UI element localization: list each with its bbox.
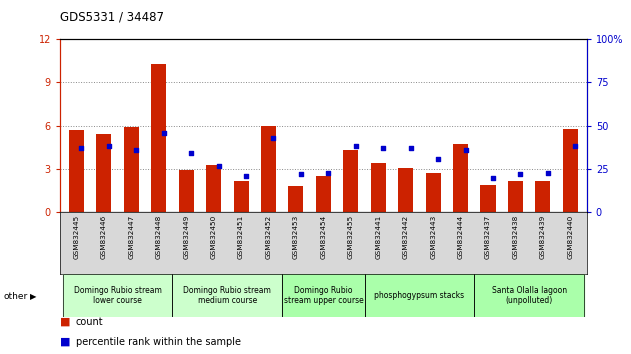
Point — [76, 145, 86, 151]
Bar — [398, 167, 413, 212]
Text: GSM832448: GSM832448 — [156, 214, 162, 258]
Text: GSM832439: GSM832439 — [540, 214, 546, 258]
Text: GSM832455: GSM832455 — [348, 214, 354, 258]
Bar — [475, 274, 584, 317]
Bar — [206, 165, 221, 212]
Bar — [425, 173, 440, 212]
Bar — [151, 63, 167, 212]
Point — [158, 130, 168, 136]
Text: GSM832446: GSM832446 — [101, 214, 107, 258]
Text: GSM832454: GSM832454 — [321, 214, 326, 258]
Text: percentile rank within the sample: percentile rank within the sample — [76, 337, 240, 347]
Point — [516, 171, 526, 177]
Point — [543, 170, 553, 175]
Text: count: count — [76, 317, 103, 327]
Bar — [282, 274, 365, 317]
Bar — [261, 126, 276, 212]
Text: GSM832447: GSM832447 — [128, 214, 134, 258]
Bar — [508, 181, 523, 212]
Text: Domingo Rubio
stream upper course: Domingo Rubio stream upper course — [283, 286, 363, 305]
Text: GSM832450: GSM832450 — [211, 214, 216, 258]
Text: Domingo Rubio stream
medium course: Domingo Rubio stream medium course — [184, 286, 271, 305]
Text: GSM832443: GSM832443 — [430, 214, 436, 258]
Text: phosphogypsum stacks: phosphogypsum stacks — [374, 291, 464, 300]
Point — [461, 147, 471, 153]
Bar — [62, 274, 172, 317]
Bar — [480, 185, 495, 212]
Point — [213, 163, 223, 169]
Text: ▶: ▶ — [30, 292, 37, 301]
Text: GSM832444: GSM832444 — [457, 214, 464, 258]
Text: GSM832442: GSM832442 — [403, 214, 409, 258]
Bar — [97, 135, 112, 212]
Point — [103, 144, 114, 149]
Point — [378, 145, 388, 151]
Point — [268, 135, 278, 141]
Text: other: other — [3, 292, 27, 301]
Text: Santa Olalla lagoon
(unpolluted): Santa Olalla lagoon (unpolluted) — [492, 286, 567, 305]
Bar — [365, 274, 475, 317]
Point — [351, 144, 361, 149]
Point — [131, 147, 141, 153]
Text: GDS5331 / 34487: GDS5331 / 34487 — [60, 10, 164, 23]
Point — [186, 150, 196, 156]
Text: Domingo Rubio stream
lower course: Domingo Rubio stream lower course — [74, 286, 162, 305]
Bar — [475, 274, 584, 317]
Bar — [288, 186, 304, 212]
Bar — [563, 129, 578, 212]
Bar — [535, 181, 550, 212]
Point — [323, 170, 333, 175]
Text: GSM832453: GSM832453 — [293, 214, 299, 258]
Bar — [172, 274, 282, 317]
Bar — [172, 274, 282, 317]
Point — [296, 171, 306, 177]
Text: GSM832451: GSM832451 — [238, 214, 244, 258]
Bar — [316, 176, 331, 212]
Text: GSM832445: GSM832445 — [73, 214, 80, 258]
Text: GSM832438: GSM832438 — [512, 214, 519, 258]
Point — [406, 145, 416, 151]
Bar — [282, 274, 365, 317]
Point — [241, 173, 251, 179]
Bar — [62, 274, 172, 317]
Bar — [179, 171, 194, 212]
Bar — [343, 150, 358, 212]
Text: GSM832437: GSM832437 — [485, 214, 491, 258]
Text: GSM832449: GSM832449 — [183, 214, 189, 258]
Text: ■: ■ — [60, 317, 71, 327]
Bar — [371, 163, 386, 212]
Text: GSM832441: GSM832441 — [375, 214, 381, 258]
Point — [488, 175, 498, 181]
Bar — [233, 181, 249, 212]
Text: ■: ■ — [60, 337, 71, 347]
Text: GSM832452: GSM832452 — [266, 214, 271, 258]
Bar — [124, 127, 139, 212]
Bar — [69, 130, 84, 212]
Point — [433, 156, 443, 161]
Point — [570, 144, 581, 149]
Bar — [453, 144, 468, 212]
Bar — [365, 274, 475, 317]
Text: GSM832440: GSM832440 — [567, 214, 574, 258]
